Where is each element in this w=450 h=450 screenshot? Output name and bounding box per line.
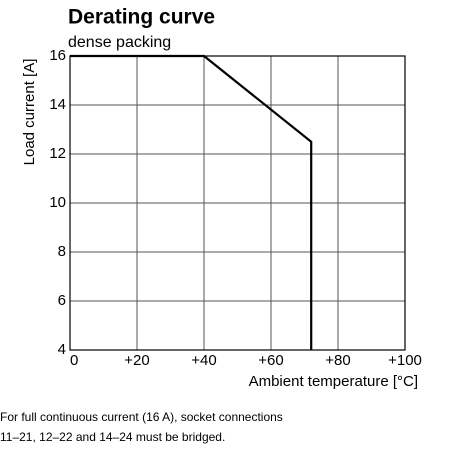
chart-title: Derating curve [68, 6, 215, 29]
x-tick-label: +100 [388, 352, 422, 369]
y-tick-label: 6 [58, 292, 66, 309]
y-tick-label: 14 [49, 96, 66, 113]
footnote: 11–21, 12–22 and 14–24 must be bridged. [0, 430, 225, 444]
x-tick-label: +80 [325, 352, 350, 369]
x-tick-label: +40 [191, 352, 216, 369]
y-tick-label: 8 [58, 243, 66, 260]
x-axis-label: Ambient temperature [°C] [249, 373, 418, 390]
y-tick-label: 12 [49, 145, 66, 162]
footnote: For full continuous current (16 A), sock… [0, 410, 283, 424]
x-tick-label: +20 [124, 352, 149, 369]
x-tick-label: 0 [70, 352, 78, 369]
y-tick-label: 4 [58, 341, 66, 358]
y-axis-label: Load current [A] [21, 59, 38, 166]
plot-frame [69, 55, 406, 351]
y-tick-label: 10 [49, 194, 66, 211]
data-line [70, 54, 313, 350]
x-tick-label: +60 [258, 352, 283, 369]
chart-subtitle: dense packing [68, 34, 171, 51]
y-tick-label: 16 [49, 47, 66, 64]
